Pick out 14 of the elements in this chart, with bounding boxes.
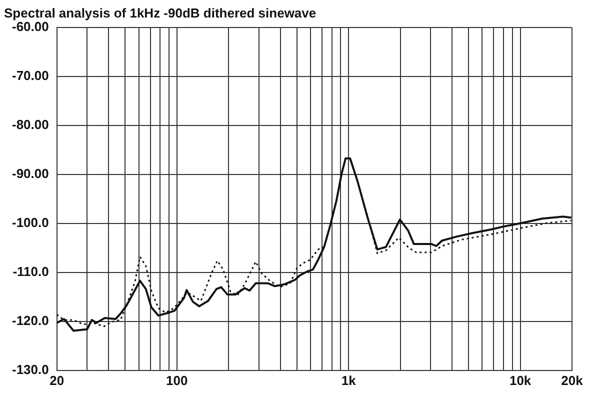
y-tick-label: -70.00 <box>12 68 49 84</box>
x-tick-label: 1k <box>341 372 357 388</box>
chart-title: Spectral analysis of 1kHz -90dB dithered sinewave <box>4 5 316 20</box>
y-tick-label: -100.0 <box>12 215 49 230</box>
x-tick-label: 20k <box>561 372 584 388</box>
y-tick-label: -110.0 <box>12 264 49 280</box>
y-tick-label: -60.00 <box>12 19 49 34</box>
y-tick-label: -80.00 <box>12 117 49 132</box>
x-tick-label: 20 <box>50 372 64 388</box>
y-tick-label: -90.00 <box>12 166 49 182</box>
x-tick-label: 10k <box>509 372 532 388</box>
y-tick-label: -130.0 <box>12 362 49 377</box>
y-tick-label: -120.0 <box>12 313 49 328</box>
x-tick-label: 100 <box>166 372 188 388</box>
